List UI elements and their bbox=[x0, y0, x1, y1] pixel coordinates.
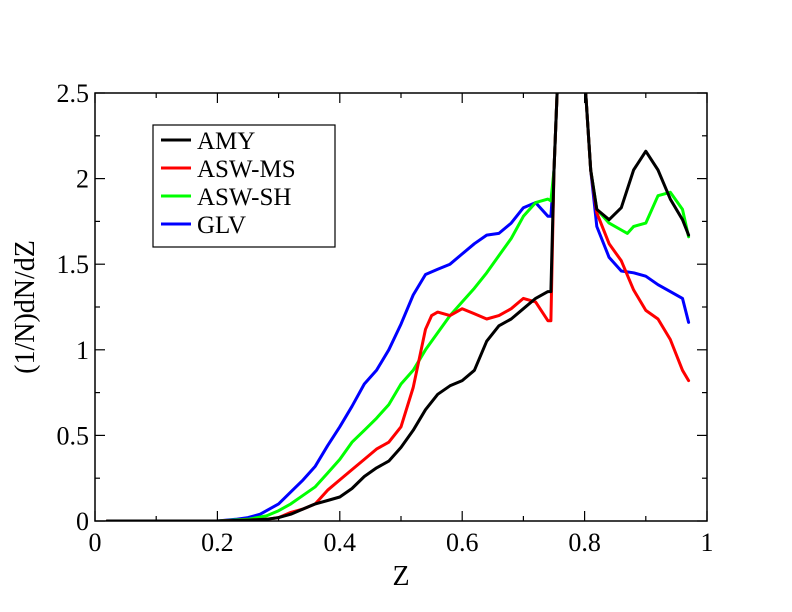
legend-box bbox=[152, 124, 336, 248]
x-tick-label: 0.2 bbox=[201, 528, 234, 557]
y-tick-label: 0 bbox=[76, 507, 89, 536]
x-tick-label: 0 bbox=[89, 528, 102, 557]
ticks-layer: 0 0.2 0.4 0.6 0.8 1 0 0.5 1 1.5 2 2.5 bbox=[57, 79, 714, 557]
series-line-amy bbox=[105, 93, 691, 521]
x-tick-label: 0.6 bbox=[446, 528, 479, 557]
x-axis-label: Z bbox=[392, 561, 409, 592]
legend-label-glv: GLV bbox=[197, 212, 246, 239]
y-axis-label: (1/N)dN/dZ bbox=[10, 240, 41, 374]
y-tick-label: 0.5 bbox=[57, 421, 90, 450]
series-line-asw-sh bbox=[105, 93, 691, 521]
legend-label-asw-sh: ASW-SH bbox=[197, 184, 291, 211]
x-tick-label: 0.8 bbox=[568, 528, 601, 557]
y-tick-label: 2 bbox=[76, 165, 89, 194]
legend-label-amy: AMY bbox=[197, 128, 255, 155]
x-tick-label: 0.4 bbox=[324, 528, 357, 557]
legend-label-asw-ms: ASW-MS bbox=[197, 156, 296, 183]
x-tick-label: 1 bbox=[701, 528, 714, 557]
y-tick-label: 2.5 bbox=[57, 79, 90, 108]
y-tick-label: 1 bbox=[76, 336, 89, 365]
y-tick-label: 1.5 bbox=[57, 250, 90, 279]
series-layer bbox=[105, 93, 691, 521]
plot-frame bbox=[94, 92, 708, 522]
series-line-glv bbox=[105, 93, 691, 521]
